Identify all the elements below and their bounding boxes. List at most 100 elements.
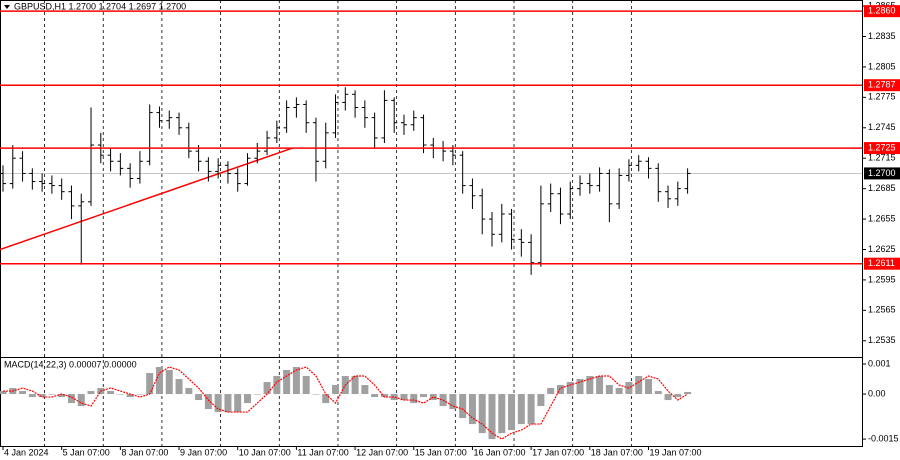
macd-bar <box>478 394 486 434</box>
macd-bar <box>371 394 379 398</box>
macd-bar <box>244 394 251 404</box>
macd-bar <box>155 367 163 395</box>
macd-bar <box>566 382 574 395</box>
macd-bar <box>420 394 428 398</box>
macd-bar <box>380 394 388 398</box>
macd-bar <box>596 376 604 395</box>
macd-bar <box>185 388 193 395</box>
plot-frame <box>0 0 863 447</box>
y-tick-label: 1.2625 <box>868 244 896 254</box>
macd-bar <box>214 394 222 413</box>
macd-bar <box>19 391 27 395</box>
macd-bar <box>644 379 652 395</box>
y-tick-label: 1.2775 <box>868 92 896 102</box>
x-tick-label: 19 Jan 07:00 <box>649 447 701 457</box>
macd-bar <box>116 394 124 395</box>
level-label: 1.2611 <box>868 258 895 268</box>
macd-bar <box>400 394 408 401</box>
macd-bar <box>273 376 281 395</box>
macd-bar <box>498 394 506 434</box>
macd-bar <box>654 391 662 395</box>
menu-triangle <box>4 5 10 9</box>
macd-bar <box>556 385 564 395</box>
macd-bar <box>175 379 183 395</box>
y-tick-label: 1.2805 <box>868 61 896 71</box>
current-price-box <box>864 167 900 180</box>
x-tick-label: 4 Jan 2024 <box>4 447 49 457</box>
y-tick-label: 1.2835 <box>868 31 896 41</box>
level-label: 1.2725 <box>868 142 896 152</box>
level-label-box <box>864 142 900 155</box>
y-tick-label: 1.2565 <box>868 305 896 315</box>
level-label: 1.2787 <box>868 80 896 90</box>
macd-bar <box>204 394 212 410</box>
macd-bar <box>146 373 154 395</box>
macd-bar <box>292 367 300 395</box>
x-tick-label: 10 Jan 07:00 <box>239 447 291 457</box>
macd-bar <box>410 394 418 404</box>
x-tick-label: 15 Jan 07:00 <box>415 447 467 457</box>
level-label: 1.2860 <box>868 6 896 16</box>
macd-bar <box>67 394 75 404</box>
macd-bar <box>38 394 46 398</box>
macd-bar <box>0 391 7 395</box>
macd-y-tick-label: -0.0015 <box>868 433 899 443</box>
macd-bar <box>508 394 516 431</box>
macd-bar <box>28 394 36 398</box>
macd-bar <box>537 394 545 407</box>
macd-bar <box>390 394 398 401</box>
macd-bar <box>488 394 496 440</box>
macd-bar <box>165 370 173 395</box>
macd-bar <box>468 394 476 425</box>
level-label-box <box>864 257 900 270</box>
macd-bar <box>107 391 115 395</box>
y-tick-label: 1.2685 <box>868 183 896 193</box>
macd-bar <box>234 394 242 413</box>
macd-bar <box>195 394 203 401</box>
macd-bar <box>576 379 584 395</box>
x-tick-label: 5 Jan 07:00 <box>63 447 110 457</box>
macd-bar <box>635 376 643 395</box>
macd-bar <box>322 394 330 404</box>
y-tick-label: 1.2655 <box>868 213 896 223</box>
x-tick-label: 18 Jan 07:00 <box>591 447 643 457</box>
macd-bar <box>87 391 95 395</box>
level-label-box <box>864 79 900 92</box>
macd-bar <box>302 376 310 395</box>
macd-bar <box>77 394 85 407</box>
macd-y-tick-label: 0.00 <box>868 388 886 398</box>
macd-title: MACD(14,22,3) 0.00007 0.00000 <box>4 359 137 369</box>
macd-bar <box>615 388 623 395</box>
macd-bar <box>459 394 467 419</box>
trendline <box>0 147 293 251</box>
macd-bar <box>449 394 457 410</box>
macd-bar <box>283 370 291 395</box>
current-price-label: 1.2700 <box>868 168 896 178</box>
x-tick-label: 16 Jan 07:00 <box>473 447 525 457</box>
macd-bar <box>351 376 359 395</box>
macd-bar <box>586 376 594 395</box>
y-tick-label: 1.2535 <box>868 335 896 345</box>
chart-title: GBPUSD,H1 1.2700 1.2704 1.2697 1.2700 <box>14 1 186 11</box>
macd-y-tick-label: 0.001 <box>868 358 891 368</box>
x-tick-label: 11 Jan 07:00 <box>297 447 348 457</box>
macd-bar <box>312 394 320 395</box>
y-tick-label: 1.2715 <box>868 153 896 163</box>
macd-bar <box>605 385 613 395</box>
macd-bar <box>224 394 232 413</box>
macd-bar <box>429 394 437 401</box>
macd-bar <box>263 382 271 395</box>
macd-bar <box>332 385 340 395</box>
macd-bar <box>674 394 682 398</box>
macd-signal <box>3 366 688 440</box>
x-tick-label: 12 Jan 07:00 <box>356 447 408 457</box>
macd-bar <box>253 394 261 395</box>
x-tick-label: 17 Jan 07:00 <box>532 447 584 457</box>
macd-bar <box>547 388 555 395</box>
macd-bar <box>684 391 692 395</box>
macd-bar <box>136 394 144 395</box>
x-tick-label: 9 Jan 07:00 <box>180 447 227 457</box>
y-tick-label: 1.2745 <box>868 122 896 132</box>
